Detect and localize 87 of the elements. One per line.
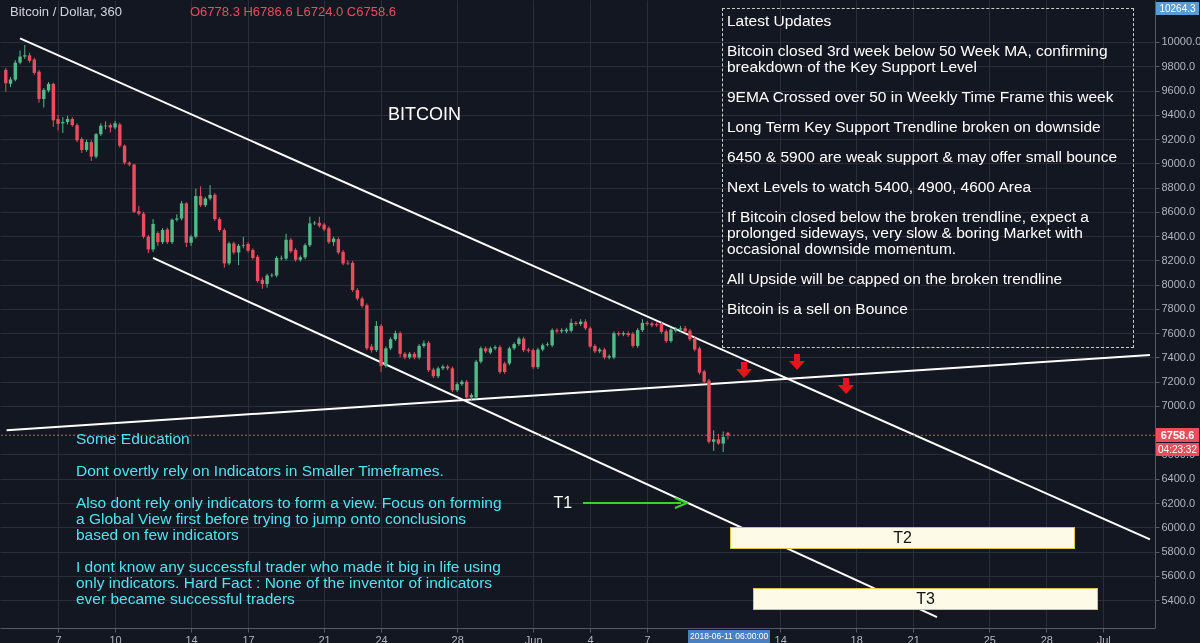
y-tick-label: 9200.0	[1161, 132, 1196, 145]
x-tick-label: 17	[242, 633, 255, 643]
annotation: BITCOIN	[388, 104, 462, 125]
candlestick	[227, 241, 231, 266]
candlestick	[89, 139, 94, 162]
annotation: I dont know any successful trader who made it big in life using only indicators. Hard Fact : None of the inventor of indicators ever became successful traders	[76, 558, 502, 607]
candlestick	[550, 327, 554, 348]
x-tick-label: 10	[109, 633, 122, 643]
annotation: Also dont rely only indicators to form a view. Focus on forming a Global View first before trying to jump onto conclusions based on few indicators	[76, 494, 503, 543]
x-tick-label: 21	[907, 633, 920, 643]
annotation: Dont overtly rely on Indicators in Smaller Timeframes.	[76, 462, 445, 479]
x-tick-label: 18	[850, 633, 863, 643]
ref-line-label: 6758.6	[1156, 428, 1199, 443]
annotation: Next Levels to watch 5400, 4900, 4600 Area	[727, 178, 1033, 195]
chart-title: Bitcoin / Dollar, 360	[10, 4, 123, 19]
y-tick-label: 9600.0	[1161, 84, 1196, 97]
y-tick-label: 5400.0	[1161, 593, 1196, 606]
annotation: Latest Updates	[727, 12, 833, 29]
y-tick-label: 7800.0	[1161, 302, 1196, 315]
x-tick-label: Jul	[1096, 633, 1111, 643]
chart-subtitle: O6778.3 H6786.6 L6724.0 C6758.6	[190, 4, 397, 19]
x-tick-label: 14	[774, 633, 787, 643]
annotation: Some Education	[76, 430, 191, 447]
candlestick	[189, 234, 193, 247]
text: 10264.3	[1156, 2, 1199, 15]
annotation: If Bitcoin closed below the broken trendline, expect a prolonged sideways, very slow & boring Market with occasional downside momentum.	[727, 208, 1090, 257]
x-tick-label: 4	[587, 633, 594, 643]
y-tick-label: 7400.0	[1161, 350, 1196, 363]
candlestick	[531, 347, 535, 370]
candlestick	[555, 327, 559, 334]
candlestick	[118, 122, 122, 149]
annotation: 6450 & 5900 are weak support & may offer small bounce	[727, 148, 1119, 165]
candlestick	[42, 87, 46, 108]
candlestick	[18, 49, 22, 65]
candlestick	[536, 347, 540, 370]
y-tick-label: 9400.0	[1161, 108, 1196, 121]
y-tick-label: 8600.0	[1161, 205, 1196, 218]
text: 2018-06-11 06:00:00	[688, 630, 771, 643]
candlestick	[284, 233, 288, 261]
candlestick	[308, 216, 312, 248]
candlestick	[94, 132, 98, 159]
candlestick	[398, 330, 402, 358]
y-tick-label: 8800.0	[1161, 181, 1196, 194]
candlestick	[712, 429, 716, 452]
annotation: All Upside will be capped on the broken trendline	[727, 270, 1064, 287]
x-tick-label: 28	[1040, 633, 1053, 643]
x-tick-label: 28	[451, 633, 464, 643]
y-tick-label: 6000.0	[1161, 520, 1196, 533]
x-tick-label: 25	[983, 633, 996, 643]
x-tick-label: 24	[375, 633, 388, 643]
candlestick	[61, 116, 65, 134]
x-tick-label: 21	[318, 633, 331, 643]
annotation: Bitcoin closed 3rd week below 50 Week MA, confirming breakdown of the Key Support Level	[727, 42, 1109, 75]
y-tick-label: 8400.0	[1161, 229, 1196, 242]
candlestick	[460, 379, 464, 387]
candlestick	[574, 320, 578, 327]
candlestick	[507, 346, 512, 366]
candlestick	[274, 255, 279, 278]
x-tick-label: 7	[644, 633, 651, 643]
y-tick-label: 5600.0	[1161, 569, 1196, 582]
y-tick-label: 7600.0	[1161, 326, 1196, 339]
y-tick-label: 9800.0	[1161, 59, 1196, 72]
candlestick	[175, 213, 179, 223]
y-tick-label: 6400.0	[1161, 472, 1196, 485]
annotation: Long Term Key Support Trendline broken on downside	[727, 118, 1102, 135]
candlestick	[179, 200, 184, 221]
y-tick-label: 8000.0	[1161, 278, 1196, 291]
y-tick-label: 5800.0	[1161, 545, 1196, 558]
x-tick-label: Jun	[524, 633, 543, 643]
candlestick	[384, 346, 388, 369]
y-tick-label: 7200.0	[1161, 375, 1196, 388]
candlestick	[721, 430, 725, 453]
x-tick-label: 14	[185, 633, 198, 643]
y-tick-label: 6200.0	[1161, 496, 1196, 509]
candlestick	[493, 344, 497, 351]
candlestick	[208, 184, 212, 201]
x-tick-label: 7	[55, 633, 62, 643]
y-tick-label: 9000.0	[1161, 156, 1196, 169]
annotation: 9EMA Crossed over 50 in Weekly Time Frame this week	[727, 88, 1115, 105]
candlestick	[422, 339, 426, 349]
y-tick-label: 8200.0	[1161, 253, 1196, 266]
annotation: T1	[553, 494, 573, 513]
candlestick	[170, 218, 174, 245]
candlestick	[403, 351, 407, 360]
y-tick-label: 7000.0	[1161, 399, 1196, 412]
y-tick-label: 10000.0	[1161, 35, 1200, 48]
annotation: Bitcoin is a sell on Bounce	[727, 300, 909, 317]
